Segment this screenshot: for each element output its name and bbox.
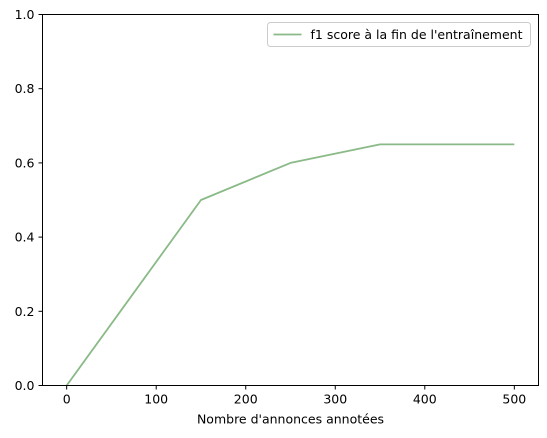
y-tick-label: 1.0	[15, 7, 35, 22]
x-axis-label: Nombre d'annonces annotées	[197, 412, 384, 427]
x-tick-label: 200	[234, 392, 258, 407]
x-axis: 0 100 200 300 400 500	[63, 385, 526, 407]
y-tick-label: 0.2	[15, 304, 35, 319]
x-tick-label: 100	[144, 392, 168, 407]
y-tick-label: 0.4	[15, 230, 35, 245]
y-tick-label: 0.0	[15, 378, 35, 393]
legend: f1 score à la fin de l'entraînement	[267, 22, 531, 47]
axes-frame	[42, 14, 539, 386]
y-tick-label: 0.8	[15, 81, 35, 96]
plot-area	[65, 143, 515, 387]
legend-box	[267, 22, 531, 47]
x-tick-label: 500	[502, 392, 526, 407]
x-tick-label: 0	[63, 392, 71, 407]
x-tick-label: 400	[413, 392, 437, 407]
series-line	[65, 143, 515, 387]
y-axis: 0.0 0.2 0.4 0.6 0.8 1.0	[15, 7, 43, 393]
x-tick-label: 300	[323, 392, 347, 407]
legend-label: f1 score à la fin de l'entraînement	[311, 27, 523, 42]
y-tick-label: 0.6	[15, 155, 35, 170]
